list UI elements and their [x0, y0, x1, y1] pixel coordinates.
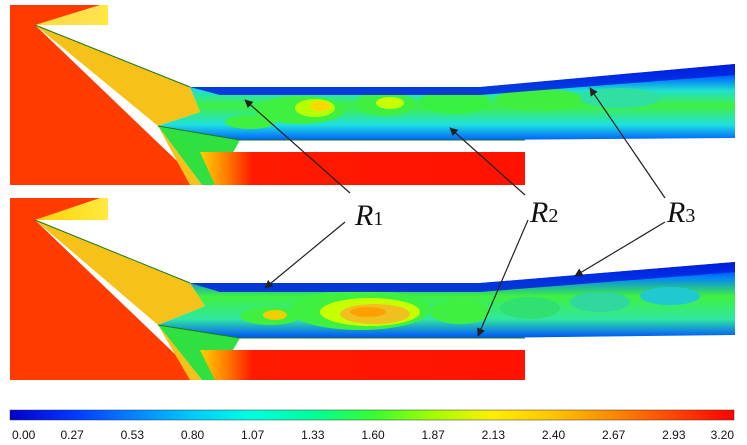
region-label-r1: R1: [354, 199, 383, 232]
ramp-body-top: [10, 5, 202, 185]
arrow-r2-bottom: [477, 219, 529, 337]
cowl-top: [200, 152, 525, 185]
cowl-bottom: [200, 350, 525, 380]
arrow-r2-top: [449, 127, 526, 196]
colorbar-tick-label: 3.20: [711, 428, 735, 442]
colorbar-tick-label: 2.40: [542, 428, 566, 442]
bottom-lip: [35, 198, 108, 220]
colorbar-tick-label: 2.13: [482, 428, 506, 442]
colorbar-tick-label: 0.27: [60, 428, 84, 442]
arrow-r3-top: [589, 87, 666, 199]
shock-cell-patterns-bottom: [240, 287, 700, 330]
colorbar-tick-label: 0.00: [12, 428, 36, 442]
compression-wedge-top: [35, 25, 200, 126]
colorbar: 0.00 0.27 0.53 0.80 1.07 1.33 1.60 1.87 2.13 2.40…: [9, 409, 735, 442]
colorbar-tick-labels: 0.00 0.27 0.53 0.80 1.07 1.33 1.60 1.87 2.13 2.40…: [12, 428, 734, 442]
bottom-panel: [10, 198, 735, 380]
colorbar-tick-label: 0.53: [121, 428, 145, 442]
compression-wedge-bottom: [35, 220, 205, 325]
arrow-r1-bottom: [264, 221, 346, 289]
colorbar-tick-label: 1.87: [421, 428, 445, 442]
colorbar-tick-label: 1.33: [301, 428, 325, 442]
colorbar-tick-label: 2.93: [662, 428, 686, 442]
annotation-arrows: [244, 87, 666, 337]
colorbar-bar: [9, 409, 735, 421]
colorbar-tick-label: 1.60: [361, 428, 385, 442]
region-label-r3: R3: [666, 196, 695, 229]
colorbar-tick-label: 0.80: [181, 428, 205, 442]
shock-cell-patterns-top: [225, 88, 660, 129]
region-label-r2: R2: [529, 196, 558, 229]
top-panel: [10, 5, 735, 185]
colorbar-tick-label: 1.07: [241, 428, 265, 442]
colorbar-tick-label: 2.67: [602, 428, 626, 442]
arrow-r3-bottom: [574, 221, 666, 277]
arrow-r1-top: [244, 99, 351, 194]
ramp-body-bottom: [10, 198, 202, 380]
